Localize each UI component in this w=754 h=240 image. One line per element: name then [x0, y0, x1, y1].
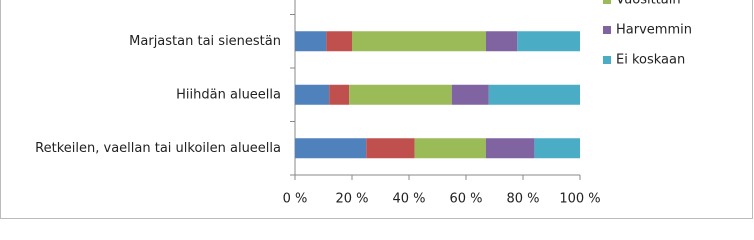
legend-swatch [603, 26, 611, 34]
x-tick-label: 100 % [559, 192, 600, 207]
bar-segment [349, 84, 452, 105]
bar-segment [517, 31, 580, 52]
bar-segment [485, 138, 535, 159]
bar-segment [534, 138, 580, 159]
bar-segment [326, 31, 352, 52]
legend-label: Harvemmin [616, 23, 692, 38]
chart: 0 % 20 % 40 % 60 % 80 % 100 % Marjastan tai si… [0, 0, 753, 219]
legend-swatch [603, 0, 611, 4]
x-tick-label: 40 % [392, 192, 425, 207]
legend-label: Ei koskaan [616, 53, 685, 68]
y-tick-label: Hiihdän alueella [176, 87, 281, 102]
bar-segment [329, 84, 350, 105]
bar-segment [414, 138, 486, 159]
bar-segment [295, 31, 327, 52]
page: 0 % 20 % 40 % 60 % 80 % 100 % Marjastan tai si… [0, 0, 754, 220]
bar-segment [451, 84, 489, 105]
y-tick-label: Retkeilen, vaellan tai ulkoilen alueella [35, 141, 281, 156]
x-tick-label: 20 % [335, 192, 368, 207]
bar-segment [485, 31, 518, 52]
x-tick-label: 0 % [283, 192, 308, 207]
bar-segment [366, 138, 415, 159]
x-tick-label: 60 % [449, 192, 482, 207]
legend-label: Vuosittain [616, 0, 681, 8]
x-tick-label: 80 % [506, 192, 539, 207]
y-tick-label: Marjastan tai sienestän [129, 34, 281, 49]
bar-segment [352, 31, 486, 52]
legend-swatch [603, 56, 611, 64]
bar-segment [295, 138, 367, 159]
bar-segment [488, 84, 580, 105]
bar-segment [295, 84, 330, 105]
